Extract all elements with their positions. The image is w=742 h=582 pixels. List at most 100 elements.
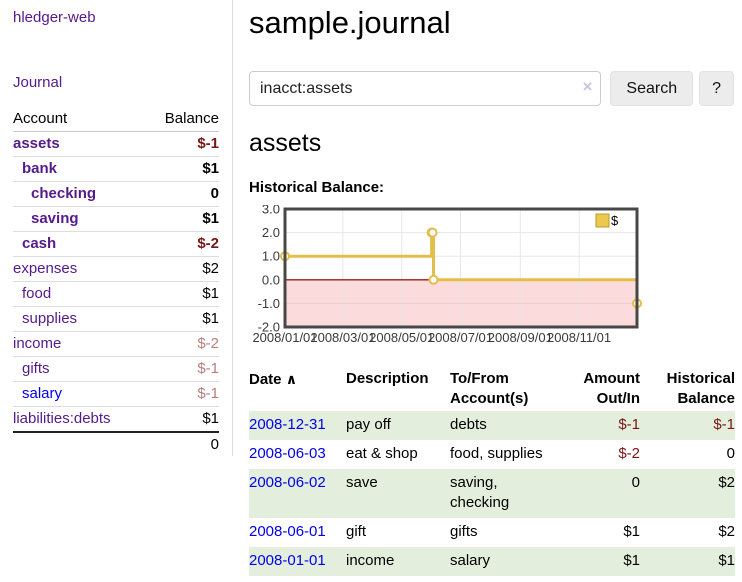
transaction-amount: $-1 [618, 416, 640, 433]
account-row: assets $-1 [13, 131, 219, 157]
chart-border [283, 207, 639, 329]
register-header-date: Date ∧ [249, 371, 298, 388]
clear-search-icon[interactable]: × [582, 77, 593, 96]
y-axis-tick-label: -2.0 [258, 320, 280, 335]
sidebar-account-link[interactable]: saving [31, 210, 79, 227]
sidebar-account-link[interactable]: food [22, 285, 52, 302]
transaction-balance: $1 [718, 552, 735, 569]
y-axis-tick-label: 1.0 [262, 249, 280, 264]
account-row: income $-2 [13, 331, 219, 357]
accounts-header-account: Account [13, 107, 146, 132]
account-row: supplies $1 [13, 306, 219, 332]
sidebar-account-link[interactable]: bank [22, 160, 58, 177]
transaction-amount: $1 [623, 552, 640, 569]
sidebar-item-journal[interactable]: Journal [13, 74, 63, 91]
sidebar-account-link[interactable]: salary [22, 385, 63, 402]
transaction-amount: 0 [631, 474, 640, 491]
y-axis-tick-label: -1.0 [258, 296, 280, 311]
x-axis-tick-label: 2008/05/01 [369, 330, 434, 345]
account-balance: $-1 [145, 381, 219, 407]
register-row: 2008-06-02 save saving, checking 0 $2 [249, 469, 735, 518]
account-row: salary $-1 [13, 381, 219, 407]
account-row: expenses $2 [13, 256, 219, 282]
transaction-balance: $2 [718, 474, 735, 491]
account-row: food $1 [13, 281, 219, 307]
sidebar-account-link[interactable]: liabilities:debts [13, 410, 111, 427]
chart-svg: $3.0 2.0 1.0 0.0 -1.0 -2.02008/01/012008/03/0… [252, 205, 642, 345]
historical-balance-chart: $3.0 2.0 1.0 0.0 -1.0 -2.0 2008/01/01 2008/03/0… [249, 205, 734, 348]
account-row: saving $1 [13, 206, 219, 232]
transaction-description: eat & shop [346, 445, 418, 462]
account-balance: $2 [145, 256, 219, 282]
account-balance: 0 [145, 181, 219, 207]
transaction-accounts: food, supplies [450, 445, 543, 462]
sidebar-account-link[interactable]: assets [13, 135, 60, 152]
account-balance: $1 [145, 406, 219, 433]
brand-link[interactable]: hledger-web [13, 9, 96, 26]
account-balance: $-1 [145, 356, 219, 382]
transaction-date-link[interactable]: 2008-12-31 [249, 416, 326, 433]
transaction-amount: $1 [623, 523, 640, 540]
transaction-date-link[interactable]: 2008-06-02 [249, 474, 326, 491]
sidebar-account-link[interactable]: income [13, 335, 62, 352]
transaction-date-link[interactable]: 2008-01-01 [249, 552, 326, 569]
register-header-amount: Amount Out/In [583, 370, 640, 407]
sidebar: hledger-web Journal Account Balance asse… [0, 0, 233, 576]
transaction-accounts: saving, checking [450, 474, 510, 511]
transaction-description: pay off [346, 416, 391, 433]
register-header-row: Date ∧ Description To/From Account(s) Amount… [249, 367, 735, 411]
transaction-balance: $2 [718, 523, 735, 540]
transaction-accounts: debts [450, 416, 487, 433]
sidebar-account-link[interactable]: gifts [22, 360, 50, 377]
register-row: 2008-12-31 pay off debts $-1 $-1 [249, 411, 735, 440]
account-balance: $1 [145, 206, 219, 232]
account-row: gifts $-1 [13, 356, 219, 382]
search-bar: × Search ? [249, 71, 734, 106]
x-axis-tick-label: 2008/11/01 [547, 330, 611, 345]
sort-ascending-icon[interactable]: ∧ [285, 371, 298, 387]
sidebar-account-link[interactable]: expenses [13, 260, 78, 277]
transaction-amount: $-2 [618, 445, 640, 462]
y-axis-tick-label: 3.0 [262, 205, 280, 217]
account-row: cash $-2 [13, 231, 219, 257]
transaction-accounts: gifts [450, 523, 478, 540]
page-title: sample.journal [249, 5, 451, 40]
data-point-marker [427, 227, 438, 238]
x-axis-tick-label: 2008/09/01 [488, 330, 553, 345]
account-title: assets [249, 129, 322, 157]
search-input[interactable] [249, 71, 602, 106]
transaction-date-link[interactable]: 2008-06-03 [249, 445, 326, 462]
search-button[interactable]: Search [610, 71, 694, 106]
x-axis-tick-label: 2008/07/01 [428, 330, 493, 345]
sidebar-account-link[interactable]: supplies [22, 310, 78, 327]
register-row: 2008-01-01 income salary $1 $1 [249, 547, 735, 576]
register-row: 2008-06-03 eat & shop food, supplies $-2 0 [249, 440, 735, 469]
transaction-description: save [346, 474, 378, 491]
account-balance: $-2 [145, 231, 219, 257]
sidebar-account-link[interactable]: cash [22, 235, 57, 252]
account-row: bank $1 [13, 156, 219, 182]
legend-label: $ [611, 213, 619, 228]
transaction-date-link[interactable]: 2008-06-01 [249, 523, 326, 540]
account-balance: $-2 [145, 331, 219, 357]
help-button[interactable]: ? [699, 71, 734, 106]
account-balance: $1 [145, 306, 219, 332]
transaction-accounts: salary [450, 552, 491, 569]
y-axis-tick-label: 2.0 [262, 225, 280, 240]
sidebar-account-link[interactable]: checking [31, 185, 97, 202]
account-row: checking 0 [13, 181, 219, 207]
accounts-table: Account Balance assets $-1 bank $1 checking 0… [13, 107, 219, 457]
transaction-description: income [346, 552, 395, 569]
transaction-balance: $-1 [713, 416, 735, 433]
register-row: 2008-06-01 gift gifts $1 $2 [249, 518, 735, 547]
main-content: sample.journal × Search ? assets Histori… [233, 0, 742, 576]
register-header-description: Description [346, 370, 429, 387]
accounts-total-balance: 0 [145, 431, 219, 457]
accounts-total-row: 0 [13, 431, 219, 457]
y-axis-tick-label: 0.0 [262, 272, 280, 287]
register-table: Date ∧ Description To/From Account(s) Amount… [249, 367, 735, 576]
register-header-historical: Historical Balance [666, 370, 735, 407]
register-header-tofrom: To/From Account(s) [450, 370, 529, 407]
account-balance: $1 [145, 281, 219, 307]
